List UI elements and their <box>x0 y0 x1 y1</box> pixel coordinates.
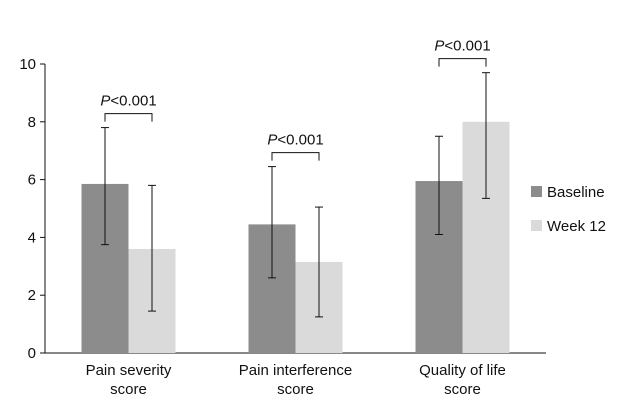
y-tick-label: 4 <box>28 229 36 246</box>
legend-label: Week 12 <box>547 218 606 235</box>
legend-swatch <box>531 220 542 231</box>
significance-bracket <box>438 58 487 67</box>
significance-label: P<0.001 <box>100 93 156 110</box>
y-tick-label: 6 <box>28 172 36 189</box>
y-tick-label: 2 <box>28 287 36 304</box>
y-tick-label: 8 <box>28 114 36 131</box>
legend-swatch <box>531 186 542 197</box>
significance-bracket <box>271 152 320 161</box>
significance-label: P<0.001 <box>267 132 323 149</box>
significance-bracket <box>104 113 153 122</box>
significance-label: P<0.001 <box>434 38 490 55</box>
x-category-label: Pain severity score <box>86 362 172 398</box>
y-tick-label: 0 <box>28 345 36 362</box>
legend-label: Baseline <box>547 184 605 201</box>
x-category-label: Quality of life score <box>419 362 506 398</box>
x-category-label: Pain interference score <box>239 362 352 398</box>
y-tick-label: 10 <box>19 56 36 73</box>
